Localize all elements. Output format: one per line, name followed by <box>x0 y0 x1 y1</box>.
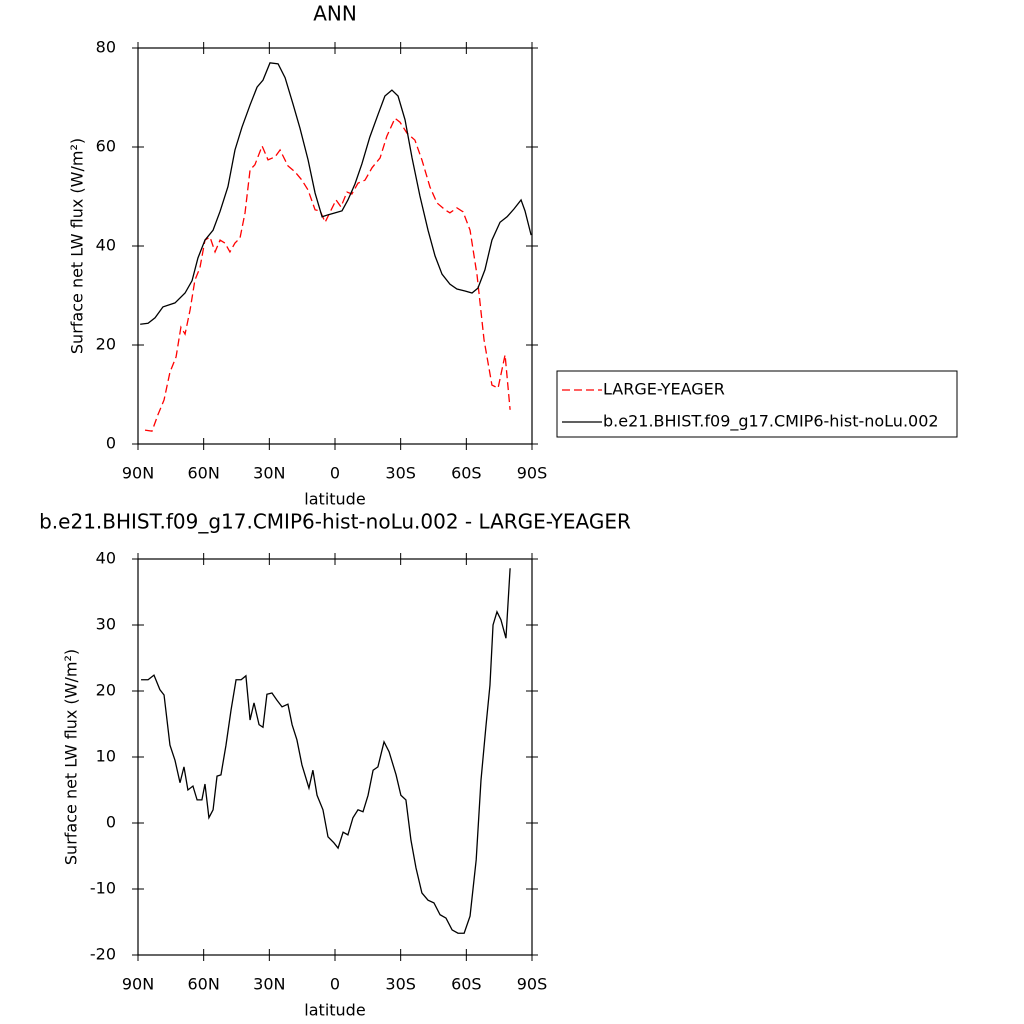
data-line <box>141 568 511 934</box>
data-line <box>144 117 511 432</box>
y-tick-label: 0 <box>106 434 116 453</box>
x-tick-label: 30S <box>385 464 416 483</box>
x-tick-label: 90N <box>122 464 154 483</box>
data-line <box>140 62 532 325</box>
y-tick-label: 40 <box>96 549 116 568</box>
x-axis-label: latitude <box>304 1001 365 1020</box>
x-tick-label: 60N <box>188 464 220 483</box>
plot-frame <box>137 47 533 445</box>
plot-frame <box>137 558 533 956</box>
x-tick-label: 30N <box>253 975 285 994</box>
y-tick-label: -10 <box>90 879 116 898</box>
x-tick-label: 90N <box>122 975 154 994</box>
y-tick-label: -20 <box>90 945 116 964</box>
chart-title: b.e21.BHIST.f09_g17.CMIP6-hist-noLu.002 … <box>39 510 631 534</box>
x-tick-label: 60N <box>188 975 220 994</box>
legend-box <box>556 370 958 438</box>
y-tick-label: 20 <box>96 335 116 354</box>
y-axis-label: Surface net LW flux (W/m²) <box>68 138 87 354</box>
x-axis-label: latitude <box>304 490 365 509</box>
x-tick-label: 0 <box>330 464 340 483</box>
y-tick-label: 40 <box>96 236 116 255</box>
x-tick-label: 90S <box>517 975 548 994</box>
legend-label: b.e21.BHIST.f09_g17.CMIP6-hist-noLu.002 <box>603 412 939 432</box>
y-tick-label: 60 <box>96 137 116 156</box>
y-tick-label: 80 <box>96 38 116 57</box>
y-axis-label: Surface net LW flux (W/m²) <box>62 649 81 865</box>
y-tick-label: 20 <box>96 681 116 700</box>
chart-title: ANN <box>313 2 357 26</box>
y-tick-label: 30 <box>96 615 116 634</box>
x-tick-label: 60S <box>451 975 482 994</box>
y-tick-label: 0 <box>106 813 116 832</box>
x-tick-label: 60S <box>451 464 482 483</box>
legend-label: LARGE-YEAGER <box>603 380 725 399</box>
x-tick-label: 0 <box>330 975 340 994</box>
y-tick-label: 10 <box>96 747 116 766</box>
x-tick-label: 30S <box>385 975 416 994</box>
x-tick-label: 90S <box>517 464 548 483</box>
x-tick-label: 30N <box>253 464 285 483</box>
